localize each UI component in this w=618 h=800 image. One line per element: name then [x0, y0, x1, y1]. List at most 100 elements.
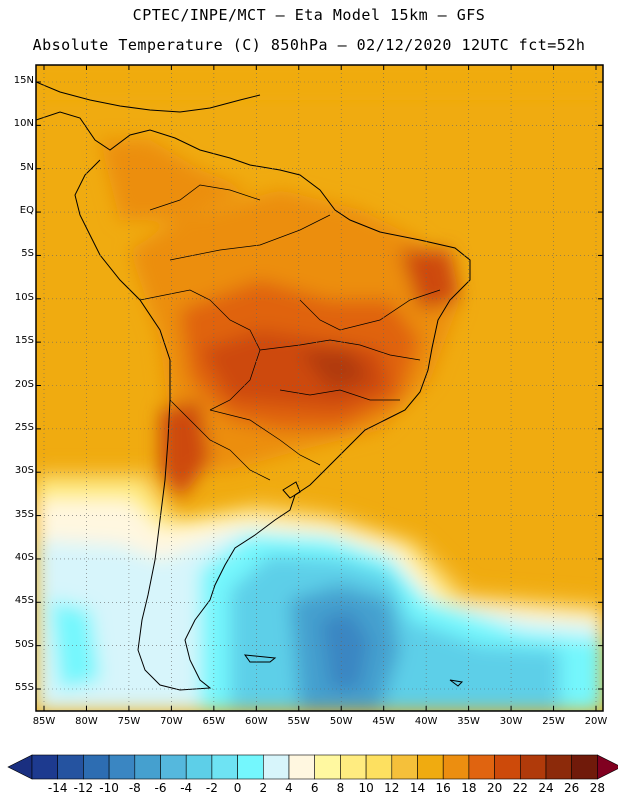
- colorbar-swatch: [365, 754, 393, 780]
- colorbar: [7, 754, 618, 780]
- colorbar-swatch: [237, 754, 264, 780]
- lat-label: 25S: [14, 421, 34, 433]
- colorbar-label: 8: [336, 781, 345, 795]
- graticule: [36, 65, 603, 711]
- colorbar-label: 20: [486, 781, 503, 795]
- colorbar-label: 2: [259, 781, 268, 795]
- field-24: [300, 350, 370, 390]
- lat-label: EQ: [19, 205, 34, 217]
- colorbar-swatch: [134, 754, 161, 780]
- lon-label: 20W: [584, 716, 608, 727]
- border-f: [259, 339, 421, 361]
- colorbar-label: 26: [564, 781, 580, 795]
- lat-label: 15S: [14, 335, 34, 347]
- field-18-north: [100, 140, 250, 220]
- colorbar-swatch: [417, 754, 444, 780]
- colorbar-swatch: [288, 754, 316, 780]
- colorbar-swatch: [83, 754, 110, 780]
- colorbar-label: 6: [310, 781, 319, 795]
- lat-label: 30S: [14, 465, 34, 477]
- colorbar-swatch: [314, 754, 341, 780]
- lat-label: 20S: [14, 378, 34, 390]
- field-22-chaco: [160, 400, 210, 500]
- lat-label: 40S: [14, 551, 34, 563]
- chart-title: CPTEC/INPE/MCT – Eta Model 15km – GFS: [132, 6, 486, 24]
- colorbar-label: 28: [589, 781, 606, 795]
- colorbar-label: 18: [461, 781, 477, 795]
- lon-label: 85W: [32, 716, 56, 727]
- lon-label: 60W: [244, 716, 268, 727]
- border-d: [169, 399, 271, 481]
- lon-label: 25W: [542, 716, 565, 727]
- lat-label: 10S: [14, 291, 34, 303]
- lon-label: 40W: [414, 716, 438, 727]
- lat-label: 45S: [14, 595, 34, 607]
- central-america-coast: [36, 81, 261, 113]
- lon-label: 70W: [160, 716, 183, 727]
- colorbar-swatch: [545, 754, 573, 780]
- border-g: [299, 289, 441, 331]
- colorbar-swatch: [211, 754, 238, 780]
- border-c: [209, 409, 321, 466]
- colorbar-swatch: [571, 754, 598, 780]
- axis-ticks: [36, 65, 603, 711]
- colorbar-label: 12: [384, 781, 400, 795]
- lon-label: 35W: [457, 716, 480, 727]
- field-west-2: [50, 600, 100, 690]
- lon-label: 80W: [75, 716, 98, 727]
- lat-label: 5S: [21, 248, 34, 260]
- border-h: [279, 389, 400, 401]
- south-america-coast: [36, 111, 471, 691]
- colorbar-label: -8: [128, 781, 141, 795]
- colorbar-swatch: [31, 754, 59, 780]
- colorbar-swatch: [185, 754, 213, 780]
- colorbar-label: -2: [205, 781, 218, 795]
- lat-label: 50S: [14, 638, 34, 650]
- colorbar-swatch: [262, 754, 290, 780]
- colorbar-swatch: [108, 754, 136, 780]
- colorbar-label: 14: [409, 781, 426, 795]
- field-22-ne: [400, 250, 460, 310]
- colorbar-over-arrow: [597, 754, 618, 780]
- colorbar-label: -4: [180, 781, 193, 795]
- temperature-field: [36, 65, 603, 711]
- falklands: [243, 654, 277, 663]
- lat-label: 55S: [14, 682, 34, 693]
- lat-label: 10N: [13, 118, 34, 130]
- colorbar-swatch: [57, 754, 84, 780]
- field-neg6: [320, 610, 370, 690]
- lat-label: 5N: [20, 161, 34, 173]
- coastline: [36, 81, 471, 691]
- lon-label: 65W: [202, 716, 226, 727]
- border-b: [139, 289, 261, 411]
- colorbar-swatch: [160, 754, 187, 780]
- lon-label: 30W: [499, 716, 523, 727]
- field-16-top: [36, 65, 603, 100]
- colorbar-label: 16: [435, 781, 451, 795]
- map-frame: [35, 64, 604, 712]
- colorbar-swatch: [468, 754, 495, 780]
- lat-label: 35S: [14, 508, 34, 520]
- colorbar-label: 4: [285, 781, 293, 795]
- colorbar-label: 24: [538, 781, 554, 795]
- border-e: [149, 184, 261, 211]
- colorbar-label: -6: [154, 781, 167, 795]
- colorbar-swatch: [494, 754, 521, 780]
- lon-label: 50W: [329, 716, 353, 727]
- lon-label: 45W: [372, 716, 395, 727]
- colorbar-label: 22: [512, 781, 528, 795]
- country-borders: [139, 184, 441, 481]
- colorbar-label: -12: [73, 781, 94, 795]
- colorbar-label: -14: [47, 781, 68, 795]
- colorbar-swatch: [340, 754, 367, 780]
- colorbar-swatch: [391, 754, 418, 780]
- lat-label: 15N: [13, 75, 34, 86]
- colorbar-swatch: [519, 754, 547, 780]
- lon-label: 75W: [117, 716, 141, 727]
- border-a: [169, 214, 331, 261]
- colorbar-label: 10: [358, 781, 374, 795]
- colorbar-under-arrow: [7, 754, 33, 780]
- chart-subtitle: Absolute Temperature (C) 850hPa – 02/12/…: [32, 36, 586, 54]
- lagoa-dos-patos: [282, 481, 301, 499]
